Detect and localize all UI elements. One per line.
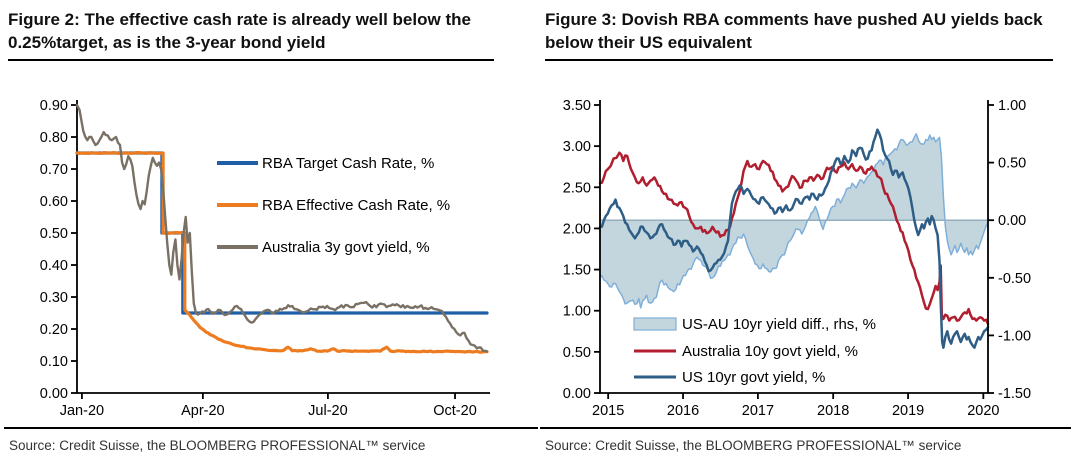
x-tick-label: Apr-20 [181,403,225,419]
y-right-tick-label: 1.00 [998,98,1026,114]
figure3-source: Source: Credit Suisse, the BLOOMBERG PRO… [540,427,1071,453]
y-left-tick-label: 3.50 [563,98,591,114]
figure3-chart: 0.00 0.50 1.00 1.50 2.00 2.50 3.00 3.50 -1.50 -1.… [563,98,1031,419]
y-tick-label: 0.60 [40,194,68,210]
legend-label: US 10yr govt yield, % [682,369,825,386]
y-tick-label: 0.50 [40,226,68,242]
y-right-tick-label: 0.00 [998,213,1026,229]
y-left-tick-label: 1.50 [563,263,591,279]
x-tick-label: 2019 [892,403,924,419]
y-left-tick-label: 0.00 [563,386,591,402]
series-rba-effective-cash-rate [75,151,489,354]
series-rba-target-cash-rate [75,151,489,315]
series-australia-3y-govt-yield [75,103,489,353]
x-tick-label: Jan-20 [60,403,104,419]
y-tick-label: 0.90 [40,98,68,114]
x-tick-label: 2016 [667,403,699,419]
y-tick-label: 0.00 [40,386,68,402]
x-tick-label: Oct-20 [433,403,477,419]
axes [599,100,989,394]
y-right-tick-label: 0.50 [998,156,1026,172]
series-us-au-diff-line [599,133,989,309]
legend-label: US-AU 10yr yield diff., rhs, % [682,316,876,333]
y-left-tick-label: 3.00 [563,139,591,155]
y-tick-label: 0.40 [40,258,68,274]
y-tick-label: 0.30 [40,290,68,306]
y-tick-label: 0.10 [40,354,68,370]
y-right-tick-label: -1.50 [998,386,1031,402]
x-tick-label: Jul-20 [308,403,348,419]
y-tick-label: 0.70 [40,162,68,178]
x-tick-label: 2015 [592,403,624,419]
legend-label: RBA Effective Cash Rate, % [262,197,450,214]
series-us-10yr-govt-yield [598,128,990,349]
x-tick-label: 2017 [742,403,774,419]
legend-label: Australia 10y govt yield, % [682,343,858,360]
figure2-chart: 0.00 0.10 0.20 0.30 0.40 0.50 0.60 0.70 0.80 0.90… [40,98,490,419]
x-tick-label: 2018 [817,403,849,419]
legend-label: RBA Target Cash Rate, % [262,155,434,172]
y-tick-label: 0.20 [40,322,68,338]
figure2-source: Source: Credit Suisse, the BLOOMBERG PRO… [4,427,538,453]
x-tick-label: 2020 [967,403,999,419]
y-tick-label: 0.80 [40,130,68,146]
legend-label: Australia 3y govt yield, % [262,239,430,256]
legend-swatch [633,317,677,331]
y-left-tick-label: 2.00 [563,221,591,237]
y-right-tick-label: -0.50 [998,271,1031,287]
y-left-tick-label: 0.50 [563,345,591,361]
series-australia-10y-govt-yield [598,151,990,326]
figure3-title: Figure 3: Dovish RBA comments have pushe… [545,8,1053,61]
y-right-tick-label: -1.00 [998,328,1031,344]
y-left-tick-label: 2.50 [563,180,591,196]
figure2-title: Figure 2: The effective cash rate is alr… [8,8,494,61]
y-left-tick-label: 1.00 [563,304,591,320]
